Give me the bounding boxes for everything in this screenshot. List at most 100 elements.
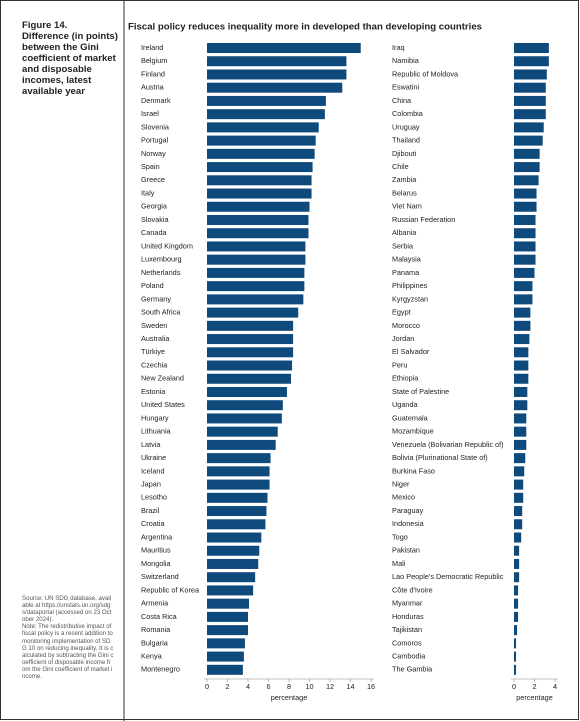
x-tick-label: 0 xyxy=(512,682,516,691)
category-label: Malaysia xyxy=(392,255,422,264)
bar xyxy=(514,135,543,146)
category-label: Colombia xyxy=(392,109,424,118)
bar xyxy=(207,95,326,106)
bar xyxy=(514,638,517,649)
category-label: Myanmar xyxy=(392,599,423,608)
bar xyxy=(514,426,527,437)
bar xyxy=(514,572,520,583)
category-label: Lesotho xyxy=(141,493,167,502)
bar xyxy=(207,281,305,292)
bar xyxy=(514,82,546,93)
bar xyxy=(207,545,260,556)
bar xyxy=(514,439,527,450)
bar xyxy=(514,519,523,530)
bar xyxy=(514,492,524,503)
category-label: Hungary xyxy=(141,413,169,422)
x-tick-label: 10 xyxy=(305,682,313,691)
category-label: Mexico xyxy=(392,493,415,502)
bar xyxy=(207,82,343,93)
category-label: Italy xyxy=(141,188,155,197)
category-label: Eswatini xyxy=(392,83,420,92)
category-label: Cambodia xyxy=(392,652,426,661)
category-label: Belgium xyxy=(141,56,167,65)
bar xyxy=(514,334,530,345)
category-label: Finland xyxy=(141,69,165,78)
category-label: Israel xyxy=(141,109,159,118)
x-tick-label: 14 xyxy=(346,682,354,691)
bar xyxy=(207,214,309,225)
bar xyxy=(207,664,243,675)
category-label: China xyxy=(392,96,412,105)
category-label: Viet Nam xyxy=(392,202,422,211)
bar xyxy=(514,373,529,384)
bar xyxy=(514,201,537,212)
bar xyxy=(514,413,527,424)
category-label: Czechia xyxy=(141,360,168,369)
bar xyxy=(207,373,292,384)
bar xyxy=(514,122,544,133)
bar xyxy=(514,56,549,67)
bar xyxy=(514,598,519,609)
bar xyxy=(207,651,244,662)
bar xyxy=(207,413,282,424)
category-label: Portugal xyxy=(141,136,169,145)
category-label: Thailand xyxy=(392,136,420,145)
bar xyxy=(514,400,528,411)
bar xyxy=(207,135,316,146)
bar xyxy=(207,453,271,464)
category-label: Japan xyxy=(141,480,161,489)
bar xyxy=(514,307,531,318)
category-label: Poland xyxy=(141,281,164,290)
chart-title: Fiscal policy reduces inequality more in… xyxy=(128,22,482,33)
bar xyxy=(514,254,536,265)
bar xyxy=(207,572,256,583)
category-label: Luxembourg xyxy=(141,255,182,264)
bar xyxy=(207,400,283,411)
category-label: Morocco xyxy=(392,321,420,330)
category-label: El Salvador xyxy=(392,347,430,356)
category-label: Armenia xyxy=(141,599,169,608)
category-label: Djibouti xyxy=(392,149,417,158)
category-label: United Kingdom xyxy=(141,241,193,250)
bar xyxy=(514,109,546,120)
bar xyxy=(207,56,347,67)
bar xyxy=(514,453,526,464)
figure-caption: Figure 14. Difference (in points) between… xyxy=(22,20,118,97)
bar xyxy=(514,347,529,358)
source-note: Source: UN SDG database, available at ht… xyxy=(22,595,114,680)
bar xyxy=(207,506,267,517)
category-label: Guatemala xyxy=(392,413,429,422)
bar xyxy=(514,651,517,662)
bar xyxy=(207,347,294,358)
x-tick-label: 12 xyxy=(326,682,334,691)
bar xyxy=(207,334,294,345)
category-label: Comoros xyxy=(392,638,422,647)
bar xyxy=(514,69,547,80)
bar xyxy=(207,532,262,543)
category-label: Costa Rica xyxy=(141,612,178,621)
category-label: Mauritius xyxy=(141,546,171,555)
bar xyxy=(514,625,518,636)
bar xyxy=(207,188,312,199)
bar xyxy=(207,201,310,212)
x-tick-label: 4 xyxy=(553,682,557,691)
bar xyxy=(207,492,268,503)
category-label: Togo xyxy=(392,532,408,541)
bar xyxy=(207,585,254,596)
bar xyxy=(207,386,287,397)
category-label: Mali xyxy=(392,559,406,568)
bar xyxy=(207,519,266,530)
bar xyxy=(207,241,306,252)
category-label: Indonesia xyxy=(392,519,425,528)
category-label: Philippines xyxy=(392,281,428,290)
bar xyxy=(514,267,535,278)
bar xyxy=(514,545,520,556)
category-label: Bulgaria xyxy=(141,638,169,647)
category-label: Romania xyxy=(141,625,171,634)
category-label: Republic of Moldova xyxy=(392,69,459,78)
bar xyxy=(514,466,525,477)
note: Note: The redistributive impact of fisca… xyxy=(22,623,114,681)
bar xyxy=(514,188,537,199)
